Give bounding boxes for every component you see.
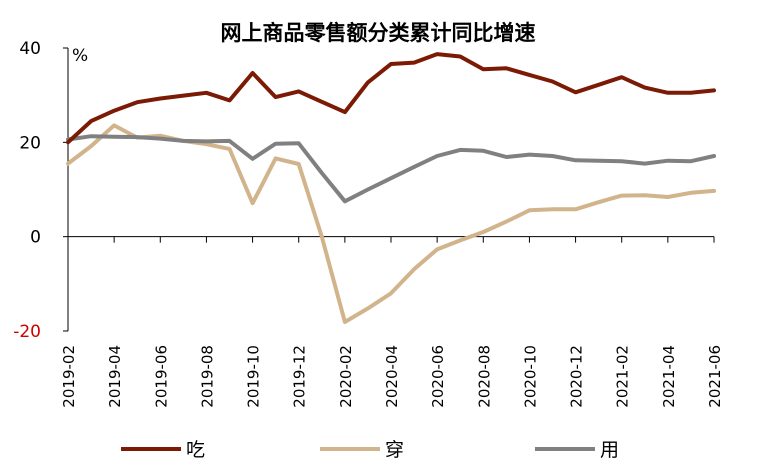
y-tick-label: 0 (30, 228, 41, 248)
x-tick-label: 2019-12 (291, 345, 309, 408)
x-tick-label: 2020-04 (383, 345, 401, 408)
axes (63, 47, 715, 332)
x-tick-label: 2019-10 (245, 345, 263, 408)
x-tick-label: 2021-04 (660, 345, 678, 408)
series-line-2 (66, 123, 716, 324)
x-tick-label: 2020-02 (337, 345, 355, 408)
x-axis-tick-labels: 2019-02 2019-04 2019-06 2019-08 2019-10 2019-… (60, 345, 724, 408)
series-line-1 (66, 52, 716, 145)
x-tick-label: 2020-06 (429, 345, 447, 408)
chart-title: 网上商品零售额分类累计同比增速 (221, 21, 536, 45)
legend-label: 用 (600, 439, 619, 461)
x-tick-label: 2021-02 (614, 345, 632, 408)
legend: 吃穿用 (121, 439, 619, 461)
y-tick-label: 20 (19, 133, 41, 153)
x-tick-label: 2019-06 (152, 345, 170, 408)
series-lines (66, 52, 716, 324)
x-tick-label: 2020-12 (568, 345, 586, 408)
y-axis-tick-labels: 40 20 0 -20 (13, 39, 41, 342)
x-tick-label: 2020-08 (475, 345, 493, 408)
x-tick-label: 2019-02 (60, 345, 78, 408)
x-tick-label: 2019-04 (106, 345, 124, 408)
x-tick-label: 2019-08 (198, 345, 216, 408)
x-tick-label: 2021-06 (706, 345, 724, 408)
unit-label: % (72, 46, 88, 66)
y-tick-label: -20 (13, 322, 41, 342)
series-line-3 (66, 134, 716, 204)
x-tick-label: 2020-10 (521, 345, 539, 408)
legend-label: 穿 (385, 439, 404, 461)
y-tick-label: 40 (19, 39, 41, 59)
legend-label: 吃 (186, 439, 205, 461)
